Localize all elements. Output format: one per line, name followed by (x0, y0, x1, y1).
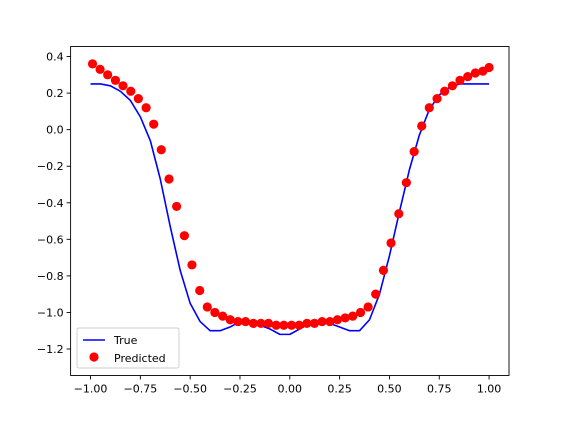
predicted-point (156, 145, 166, 155)
x-tick-label: −0.25 (223, 383, 257, 396)
y-tick-label: −0.6 (37, 233, 64, 246)
predicted-point (87, 59, 98, 69)
predicted-point (386, 238, 396, 248)
predicted-point (309, 318, 320, 329)
x-tick-label: −1.00 (74, 383, 108, 396)
x-tick-label: 0.50 (377, 383, 402, 396)
predicted-point (424, 103, 434, 113)
predicted-point (248, 318, 258, 329)
predicted-point (286, 320, 297, 330)
y-tick-label: 0.2 (46, 87, 64, 100)
y-tick-label: −0.4 (37, 197, 64, 210)
predicted-point (187, 260, 197, 270)
x-tick-label: 0.25 (327, 383, 352, 396)
predicted-point (118, 81, 128, 91)
predicted-point (447, 81, 458, 91)
legend-predicted-label: Predicted (114, 352, 166, 365)
predicted-point (195, 285, 205, 296)
predicted-point (263, 318, 274, 329)
predicted-point (103, 70, 113, 80)
predicted-point (202, 302, 212, 312)
predicted-point (294, 320, 304, 330)
predicted-point (225, 315, 235, 325)
x-tick-label: 1.00 (477, 383, 502, 396)
predicted-point (218, 311, 228, 321)
predicted-point (484, 62, 494, 73)
predicted-point (95, 64, 105, 74)
predicted-point (164, 174, 174, 184)
predicted-point (409, 147, 419, 157)
predicted-point (179, 231, 189, 241)
predicted-point (325, 316, 335, 327)
legend: True Predicted (76, 327, 180, 369)
predicted-point (463, 72, 473, 82)
x-tick-label: 0.00 (278, 383, 303, 396)
legend-predicted-swatch (89, 352, 99, 362)
y-tick-label: 0.4 (46, 51, 64, 64)
predicted-point (432, 93, 442, 104)
predicted-point (126, 86, 136, 96)
predicted-point (378, 265, 389, 275)
predicted-point (271, 320, 281, 330)
predicted-point (332, 315, 343, 325)
predicted-point (470, 68, 480, 78)
predicted-point (401, 178, 411, 188)
predicted-point (340, 313, 350, 323)
predicted-point (355, 307, 366, 318)
predicted-point (133, 93, 143, 104)
y-tick-label: 0.0 (46, 124, 64, 137)
legend-true-label: True (113, 334, 138, 347)
predicted-point (302, 318, 312, 329)
predicted-point (172, 201, 182, 212)
predicted-point (363, 302, 373, 312)
legend-box (76, 327, 180, 369)
predicted-point (417, 121, 427, 131)
y-tick-label: −0.8 (37, 270, 64, 283)
predicted-point (455, 75, 465, 85)
predicted-point (240, 316, 251, 327)
predicted-point (141, 103, 151, 113)
x-tick-label: 0.75 (427, 383, 452, 396)
y-tick-label: −1.2 (37, 343, 64, 356)
predicted-point (348, 311, 358, 321)
predicted-point (233, 316, 243, 327)
predicted-point (394, 209, 404, 219)
predicted-point (371, 289, 381, 299)
predicted-point (149, 119, 159, 129)
x-tick-label: −0.50 (173, 383, 207, 396)
predicted-point (256, 318, 266, 329)
predicted-point (279, 320, 289, 330)
y-tick-label: −1.0 (37, 306, 64, 319)
x-tick-label: −0.75 (123, 383, 157, 396)
predicted-point (210, 307, 220, 318)
predicted-point (317, 316, 327, 327)
predicted-point (110, 75, 121, 85)
y-tick-label: −0.2 (37, 160, 64, 173)
predicted-point (440, 86, 450, 96)
